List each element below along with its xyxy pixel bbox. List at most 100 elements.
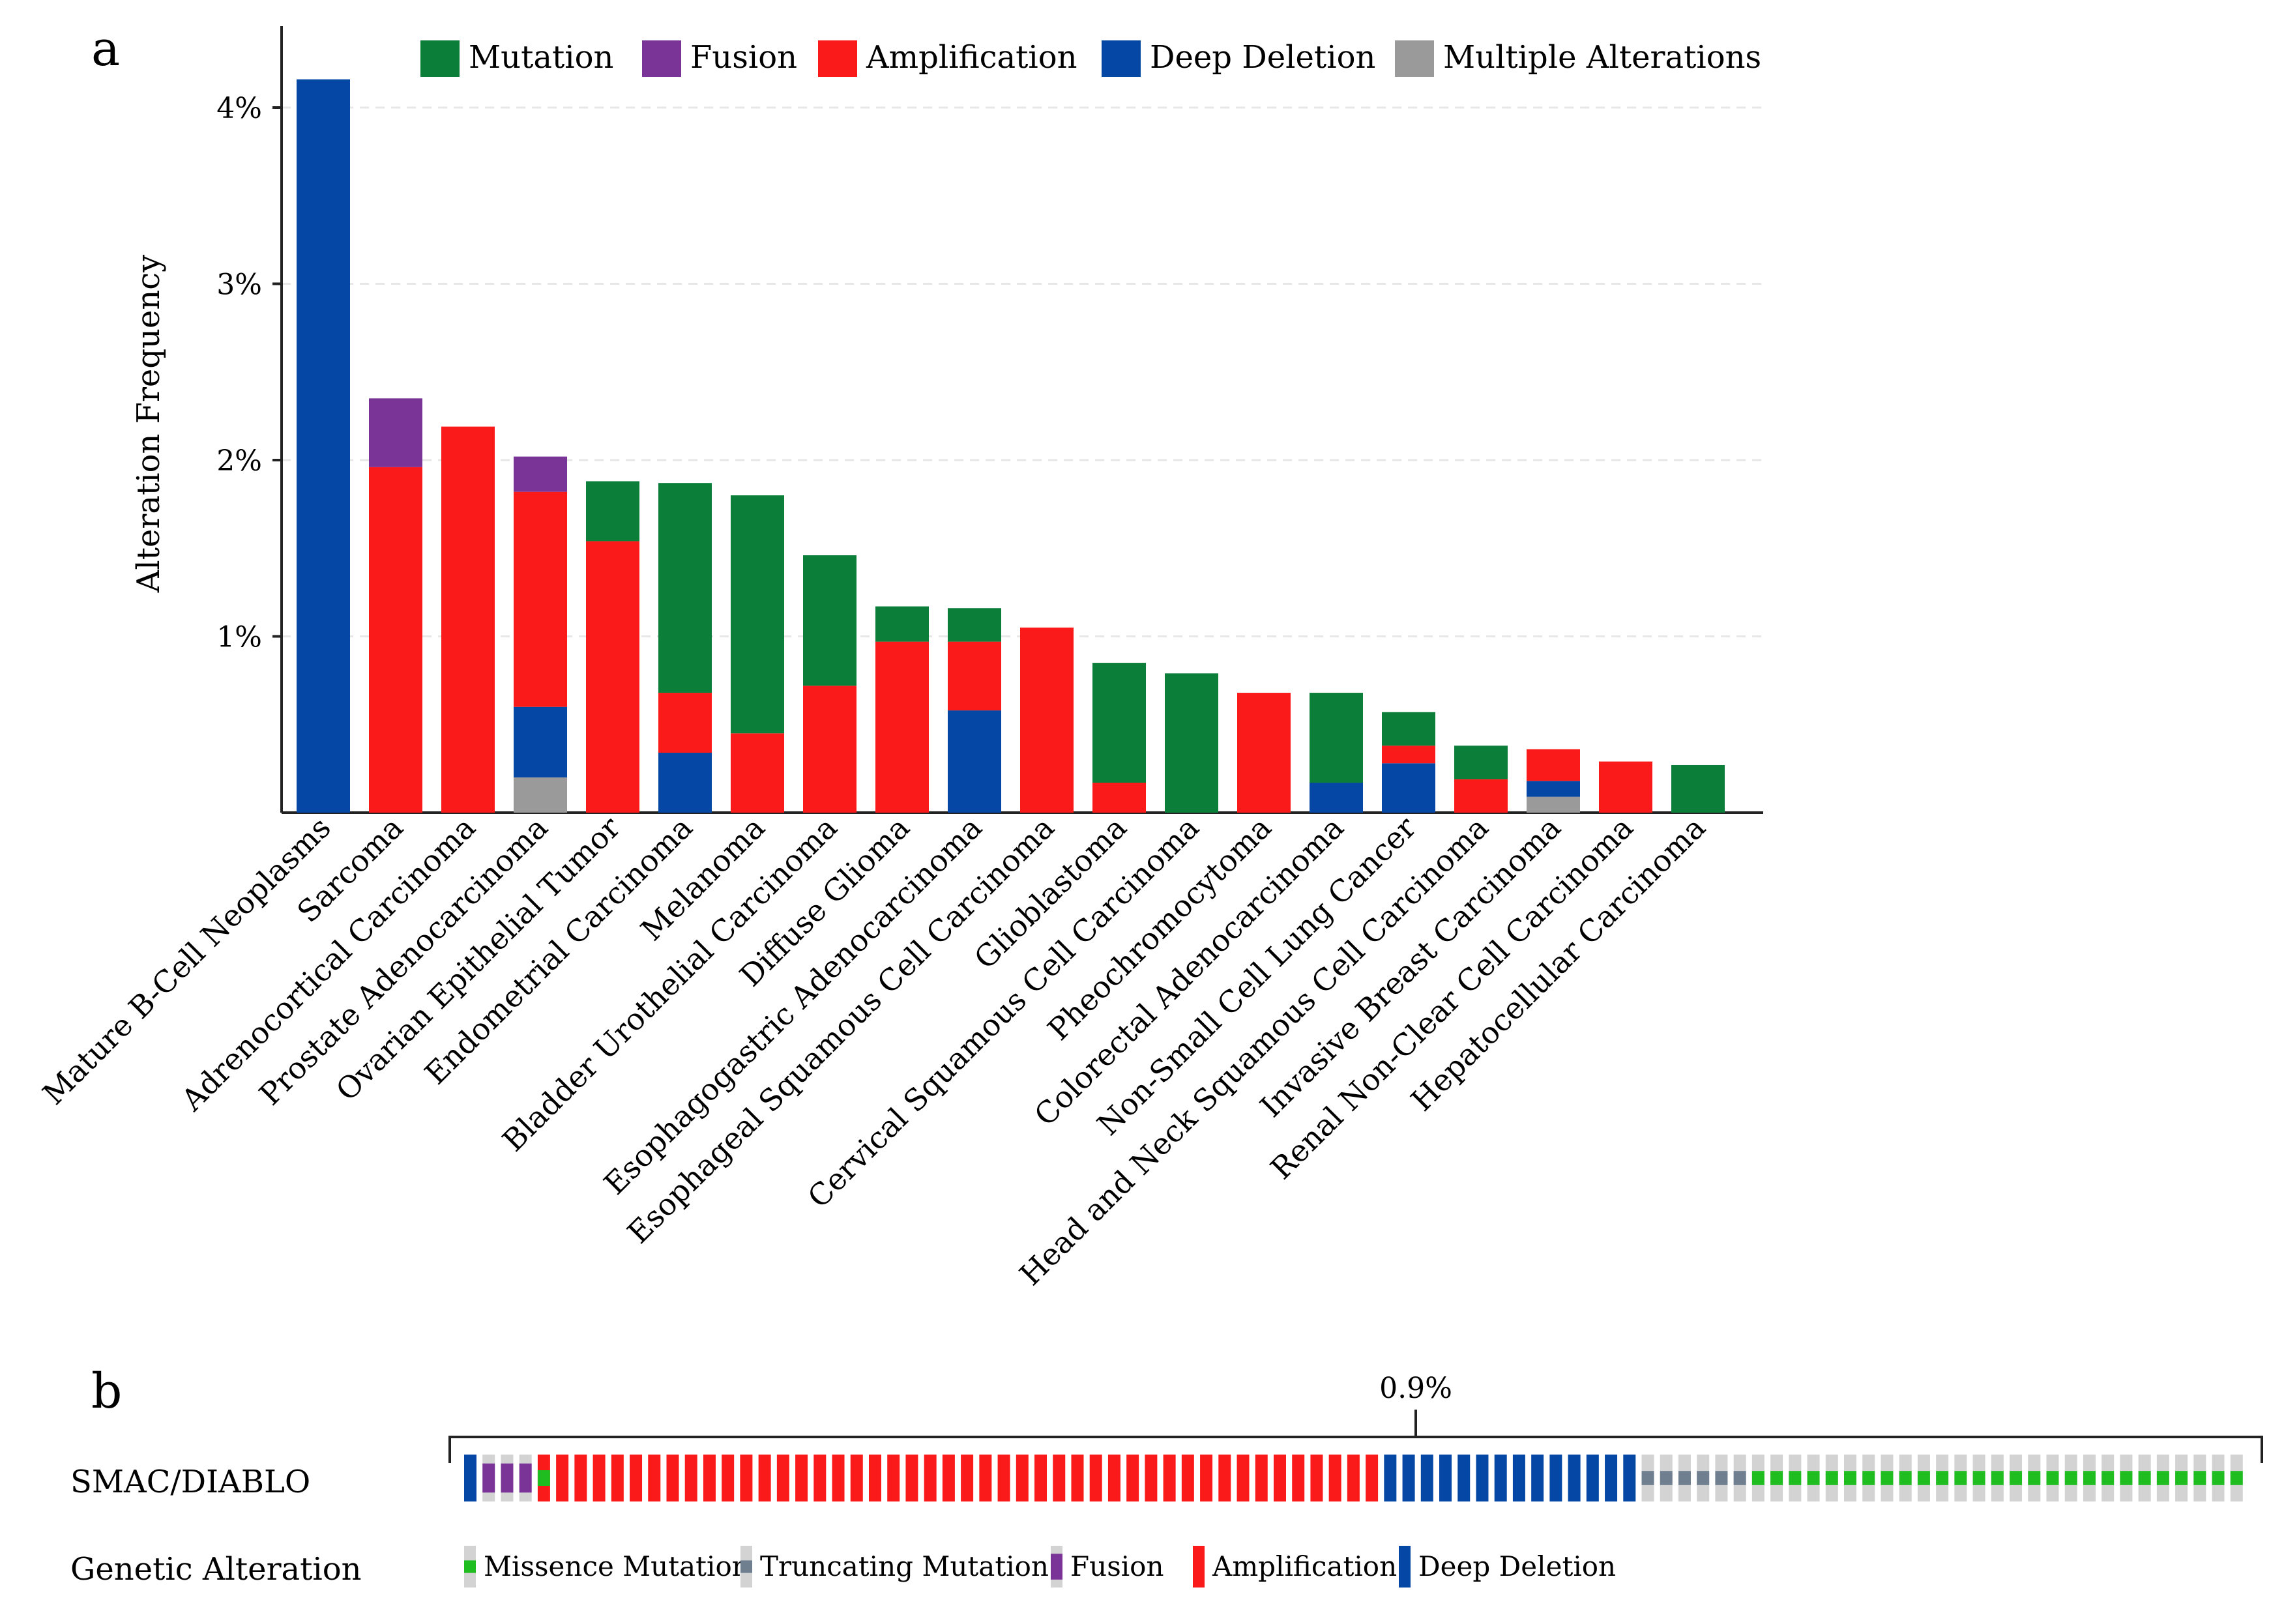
sample-cell-deep-deletion	[1531, 1455, 1544, 1501]
sample-cell-truncating-mutation	[1733, 1471, 1746, 1485]
sample-cell-deep-deletion	[1439, 1455, 1452, 1501]
sample-cell-missence-mutation	[1899, 1471, 1912, 1485]
legend-cell-missence-mutation	[464, 1560, 476, 1573]
sample-cell-missence-mutation	[2046, 1471, 2059, 1485]
percent-label: 0.9%	[1379, 1372, 1452, 1405]
sample-cell-amplification	[703, 1455, 716, 1501]
sample-cell-amplification	[630, 1455, 643, 1501]
sample-cell-amplification	[795, 1455, 808, 1501]
legend-label-multiple-alterations: Multiple Alterations	[1443, 39, 1761, 76]
legend-cell-amplification	[1193, 1546, 1205, 1588]
sample-cell-truncating-mutation	[1697, 1471, 1710, 1485]
bar-fusion-prostate-adenocarcinoma	[514, 456, 567, 492]
sample-cell-amplification	[997, 1455, 1010, 1501]
sample-cell-missence-mutation	[2083, 1471, 2096, 1485]
legend-label-fusion: Fusion	[690, 39, 797, 76]
sample-cell-amplification	[1126, 1455, 1139, 1501]
legend-label-mutation: Mutation	[469, 39, 613, 76]
panel-a-label: a	[91, 21, 120, 77]
sample-cell-deep-deletion	[1568, 1455, 1581, 1501]
sample-cell-amplification	[1347, 1455, 1360, 1501]
sample-cell-amplification	[776, 1455, 789, 1501]
sample-cell-missence-mutation	[1789, 1471, 1802, 1485]
sample-cell-missence-mutation	[2010, 1471, 2023, 1485]
sample-cell-missence-mutation	[2028, 1471, 2041, 1485]
bar-amplification-ovarian-epithelial-tumor	[586, 541, 639, 813]
bar-amplification-bladder-urothelial-carcinoma	[803, 686, 856, 813]
gene-label: SMAC/DIABLO	[70, 1464, 310, 1500]
bar-mutation-endometrial-carcinoma	[658, 483, 712, 693]
legend-label-truncating-mutation: Truncating Mutation	[760, 1550, 1049, 1582]
bar-deep-deletion-endometrial-carcinoma	[658, 753, 712, 813]
sample-cell-amplification	[1181, 1455, 1194, 1501]
bar-deep-deletion-mature-b-cell-neoplasms	[297, 79, 350, 813]
legend-swatch-deep-deletion	[1102, 40, 1141, 77]
bar-amplification-endometrial-carcinoma	[658, 693, 712, 753]
sample-cell-deep-deletion	[1549, 1455, 1562, 1501]
sample-cell-missence-mutation	[1917, 1471, 1930, 1485]
sample-cell-amplification	[1089, 1455, 1102, 1501]
sample-cell-amplification	[961, 1455, 974, 1501]
oncoprint: SMAC/DIABLO Genetic Alteration 0.9% Missenc…	[70, 1372, 2263, 1588]
sample-cell-amplification	[850, 1455, 863, 1501]
sample-cell-deep-deletion	[1402, 1455, 1415, 1501]
y-tick-label: 4%	[216, 92, 262, 125]
sample-cell-amplification	[722, 1455, 735, 1501]
bar-mutation-hepatocellular-carcinoma	[1671, 764, 1725, 813]
bar-deep-deletion-non-small-cell-lung-cancer	[1382, 763, 1435, 813]
legend-label-deep-deletion: Deep Deletion	[1418, 1550, 1616, 1582]
bar-fusion-sarcoma	[369, 398, 422, 467]
sample-cell-amplification	[1255, 1455, 1268, 1501]
sample-cell-missence-mutation	[2101, 1471, 2115, 1485]
sample-cell-deep-deletion	[1512, 1455, 1525, 1501]
legend-swatch-mutation	[420, 40, 460, 77]
sample-cell-missence-mutation	[1770, 1471, 1783, 1485]
sample-cell-missence-mutation	[1972, 1471, 1985, 1485]
sample-cell-amplification	[832, 1455, 845, 1501]
bar-mutation-bladder-urothelial-carcinoma	[803, 555, 856, 686]
sample-cell-missence-mutation	[537, 1470, 550, 1486]
sample-cell-amplification	[574, 1455, 587, 1501]
sample-cell-amplification	[813, 1455, 827, 1501]
sample-cell-missence-mutation	[2212, 1471, 2225, 1485]
sample-cell-amplification	[1237, 1455, 1250, 1501]
sample-cell-amplification	[887, 1455, 900, 1501]
bar-amplification-diffuse-glioma	[875, 641, 929, 813]
bracket	[448, 1436, 2263, 1463]
bar-deep-deletion-colorectal-adenocarcinoma	[1310, 783, 1363, 813]
y-tick-label: 2%	[216, 444, 262, 478]
legend-label-amplification: Amplification	[866, 39, 1077, 76]
sample-cell-deep-deletion	[464, 1455, 476, 1501]
row-label: Genetic Alteration	[70, 1551, 362, 1588]
bar-amplification-pheochromocytoma	[1237, 693, 1291, 813]
bar-mutation-colorectal-adenocarcinoma	[1310, 693, 1363, 783]
sample-cell-missence-mutation	[2064, 1471, 2077, 1485]
sample-cell-amplification	[1292, 1455, 1305, 1501]
sample-cell-deep-deletion	[1476, 1455, 1489, 1501]
y-axis-label: Alteration Frequency	[130, 255, 167, 594]
sample-cell-amplification	[979, 1455, 992, 1501]
sample-cell-missence-mutation	[1751, 1471, 1764, 1485]
sample-cell-amplification	[1163, 1455, 1176, 1501]
sample-cell-deep-deletion	[1420, 1455, 1433, 1501]
sample-cell-truncating-mutation	[1660, 1471, 1673, 1485]
bar-amplification-adrenocortical-carcinoma	[441, 426, 495, 813]
sample-cell-amplification	[1071, 1455, 1084, 1501]
sample-cell-truncating-mutation	[1641, 1471, 1654, 1485]
bar-amplification-esophagogastric-adenocarcinoma	[948, 641, 1001, 711]
bar-amplification-renal-non-clear-cell-carcinoma	[1599, 761, 1652, 813]
sample-cell-amplification	[648, 1455, 661, 1501]
bar-amplification-invasive-breast-carcinoma	[1527, 749, 1580, 781]
sample-cell-fusion	[501, 1463, 514, 1493]
sample-cell-deep-deletion	[1605, 1455, 1618, 1501]
sample-cell-amplification	[924, 1455, 937, 1501]
legend-label-amplification: Amplification	[1212, 1550, 1397, 1582]
legend-cell-deep-deletion	[1399, 1546, 1411, 1588]
sample-cell-missence-mutation	[1881, 1471, 1894, 1485]
bar-deep-deletion-prostate-adenocarcinoma	[514, 706, 567, 777]
sample-cell-amplification	[1034, 1455, 1047, 1501]
sample-cell-missence-mutation	[1825, 1471, 1838, 1485]
bar-amplification-sarcoma	[369, 467, 422, 813]
sample-cell-amplification	[1366, 1455, 1379, 1501]
